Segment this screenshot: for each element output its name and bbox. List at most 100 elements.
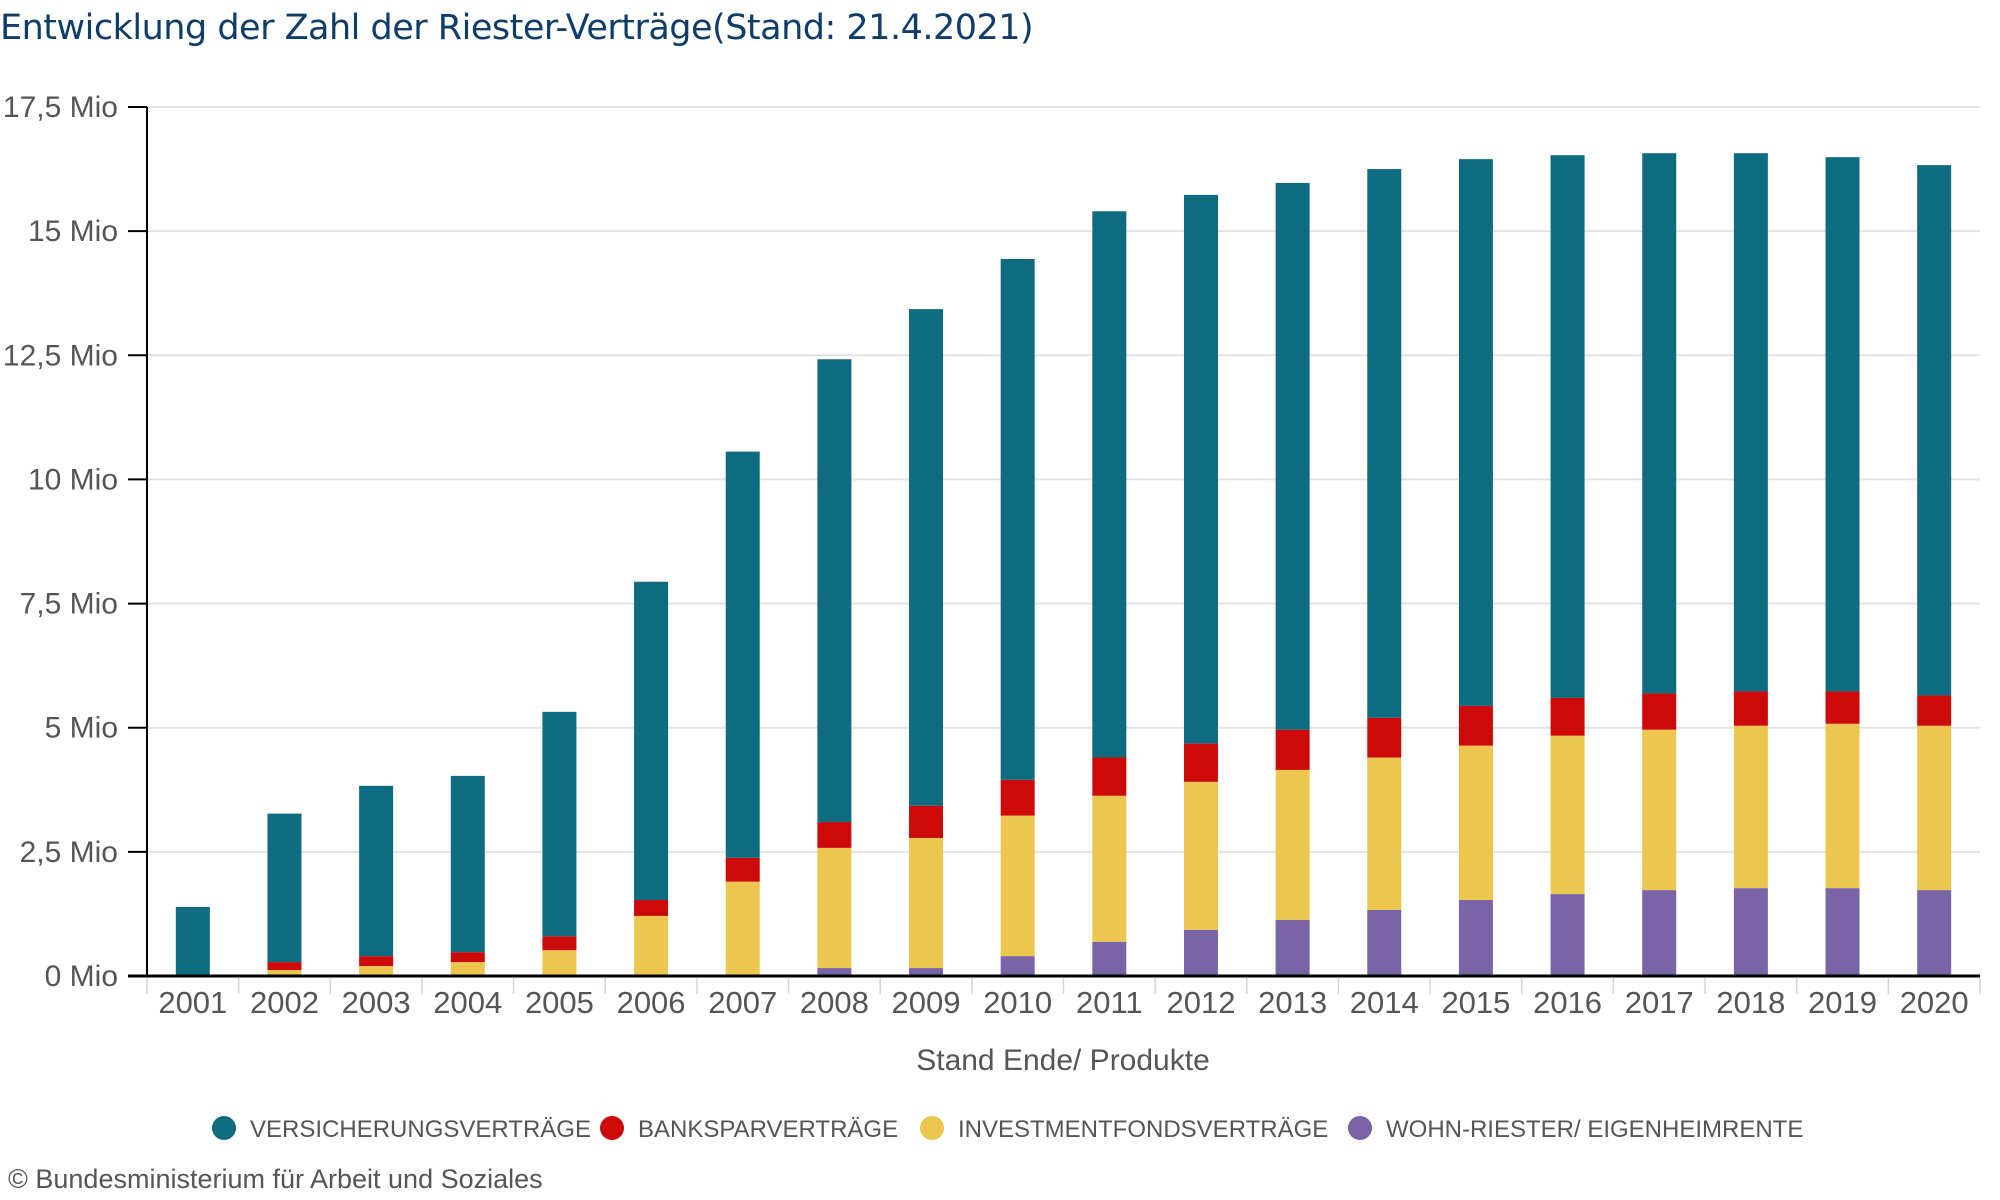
bar-segment[interactable]: [725, 451, 760, 858]
legend-swatch-icon: [600, 1116, 624, 1140]
legend-item[interactable]: VERSICHERUNGSVERTRÄGE: [212, 1116, 591, 1143]
bar-segment[interactable]: [634, 915, 669, 976]
bar-segment[interactable]: [1183, 781, 1218, 930]
bar-segment[interactable]: [1825, 157, 1860, 692]
x-tick-label: 2012: [1166, 985, 1235, 1020]
bar-stack-2011: [1092, 211, 1127, 976]
bar-segment[interactable]: [1917, 165, 1952, 696]
legend-swatch-icon: [1348, 1116, 1372, 1140]
bar-segment[interactable]: [1367, 757, 1402, 910]
bar-segment[interactable]: [1000, 258, 1035, 780]
y-tick-label: 7,5 Mio: [20, 588, 118, 621]
bar-segment[interactable]: [1550, 155, 1585, 698]
bar-segment[interactable]: [1092, 795, 1127, 942]
bar-stack-2004: [450, 775, 485, 976]
bar-segment[interactable]: [1733, 153, 1768, 692]
bar-segment[interactable]: [359, 785, 394, 957]
bar-segment[interactable]: [909, 968, 944, 976]
bar-segment[interactable]: [450, 962, 485, 976]
bar-stack-2009: [909, 309, 944, 976]
bar-segment[interactable]: [725, 881, 760, 976]
bar-segment[interactable]: [1275, 729, 1310, 770]
bar-segment[interactable]: [359, 966, 394, 976]
bar-segment[interactable]: [1367, 717, 1402, 758]
x-tick-label: 2011: [1076, 985, 1143, 1020]
legend-item[interactable]: BANKSPARVERTRÄGE: [600, 1116, 898, 1143]
bar-segment[interactable]: [634, 581, 669, 901]
bar-segment[interactable]: [267, 962, 302, 971]
bar-segment[interactable]: [909, 805, 944, 838]
bar-segment[interactable]: [1642, 693, 1677, 730]
bar-stack-2013: [1275, 182, 1310, 976]
bar-stack-2001: [175, 906, 210, 976]
bar-segment[interactable]: [1733, 888, 1768, 976]
bar-segment[interactable]: [1825, 691, 1860, 724]
bar-segment[interactable]: [1917, 890, 1952, 976]
bar-segment[interactable]: [909, 837, 944, 969]
bar-segment[interactable]: [175, 906, 210, 976]
bar-segment[interactable]: [1458, 900, 1493, 976]
bar-segment[interactable]: [1642, 890, 1677, 976]
bar-segment[interactable]: [1917, 695, 1952, 726]
bar-segment[interactable]: [1000, 779, 1035, 816]
bar-segment[interactable]: [542, 936, 577, 951]
bar-segment[interactable]: [450, 775, 485, 953]
bar-segment[interactable]: [1092, 757, 1127, 796]
bar-stack-2010: [1000, 258, 1035, 976]
bar-segment[interactable]: [1000, 956, 1035, 976]
bars: [175, 153, 1952, 976]
bar-segment[interactable]: [1917, 725, 1952, 891]
bar-segment[interactable]: [267, 970, 302, 976]
bar-segment[interactable]: [817, 968, 852, 976]
x-axis-ticks: 2001 2002 2003 2004 2005 2006 2007 2008 2009 2010…: [146, 978, 1981, 1020]
bar-segment[interactable]: [1550, 697, 1585, 736]
bar-segment[interactable]: [1367, 909, 1402, 976]
bar-segment[interactable]: [1092, 941, 1127, 976]
bar-segment[interactable]: [1458, 705, 1493, 746]
y-axis-ticks: 0 Mio 2,5 Mio 5 Mio 7,5 Mio 10 Mio 12,5 Mio 15…: [3, 91, 147, 993]
bar-stack-2005: [542, 711, 577, 976]
bar-segment[interactable]: [817, 822, 852, 848]
legend-label: WOHN-RIESTER/ EIGENHEIMRENTE: [1386, 1116, 1803, 1143]
bar-segment[interactable]: [359, 956, 394, 967]
bar-segment[interactable]: [1183, 743, 1218, 782]
bar-segment[interactable]: [1275, 182, 1310, 730]
bar-segment[interactable]: [909, 309, 944, 806]
bar-segment[interactable]: [1550, 894, 1585, 976]
bar-segment[interactable]: [1458, 159, 1493, 706]
bar-segment[interactable]: [817, 359, 852, 823]
x-tick-label: 2018: [1716, 985, 1785, 1020]
bar-segment[interactable]: [450, 952, 485, 963]
bar-segment[interactable]: [1367, 169, 1402, 718]
bar-segment[interactable]: [1092, 211, 1127, 758]
bar-segment[interactable]: [725, 857, 760, 882]
x-tick-label: 2003: [342, 985, 411, 1020]
bar-segment[interactable]: [1183, 929, 1218, 976]
bar-segment[interactable]: [1642, 153, 1677, 694]
legend-item[interactable]: INVESTMENTFONDSVERTRÄGE: [920, 1116, 1328, 1143]
bar-segment[interactable]: [817, 847, 852, 969]
bar-segment[interactable]: [1733, 691, 1768, 726]
bar-segment[interactable]: [1642, 729, 1677, 891]
x-tick-label: 2014: [1350, 985, 1419, 1020]
legend-label: INVESTMENTFONDSVERTRÄGE: [958, 1116, 1328, 1143]
bar-segment[interactable]: [1275, 769, 1310, 920]
bar-segment[interactable]: [1550, 735, 1585, 895]
bar-segment[interactable]: [1458, 745, 1493, 901]
bar-segment[interactable]: [1825, 723, 1860, 889]
bar-segment[interactable]: [542, 711, 577, 937]
bar-segment[interactable]: [634, 900, 669, 916]
x-tick-label: 2020: [1900, 985, 1969, 1020]
bar-segment[interactable]: [1183, 194, 1218, 744]
bar-segment[interactable]: [1733, 725, 1768, 889]
bar-segment[interactable]: [1000, 815, 1035, 957]
legend-swatch-icon: [920, 1116, 944, 1140]
bar-stack-2006: [634, 581, 669, 976]
bar-segment[interactable]: [1825, 888, 1860, 976]
bar-segment[interactable]: [1275, 919, 1310, 976]
x-tick-label: 2005: [525, 985, 594, 1020]
x-tick-label: 2008: [800, 985, 869, 1020]
bar-segment[interactable]: [542, 950, 577, 976]
bar-segment[interactable]: [267, 813, 302, 963]
legend-item[interactable]: WOHN-RIESTER/ EIGENHEIMRENTE: [1348, 1116, 1803, 1143]
